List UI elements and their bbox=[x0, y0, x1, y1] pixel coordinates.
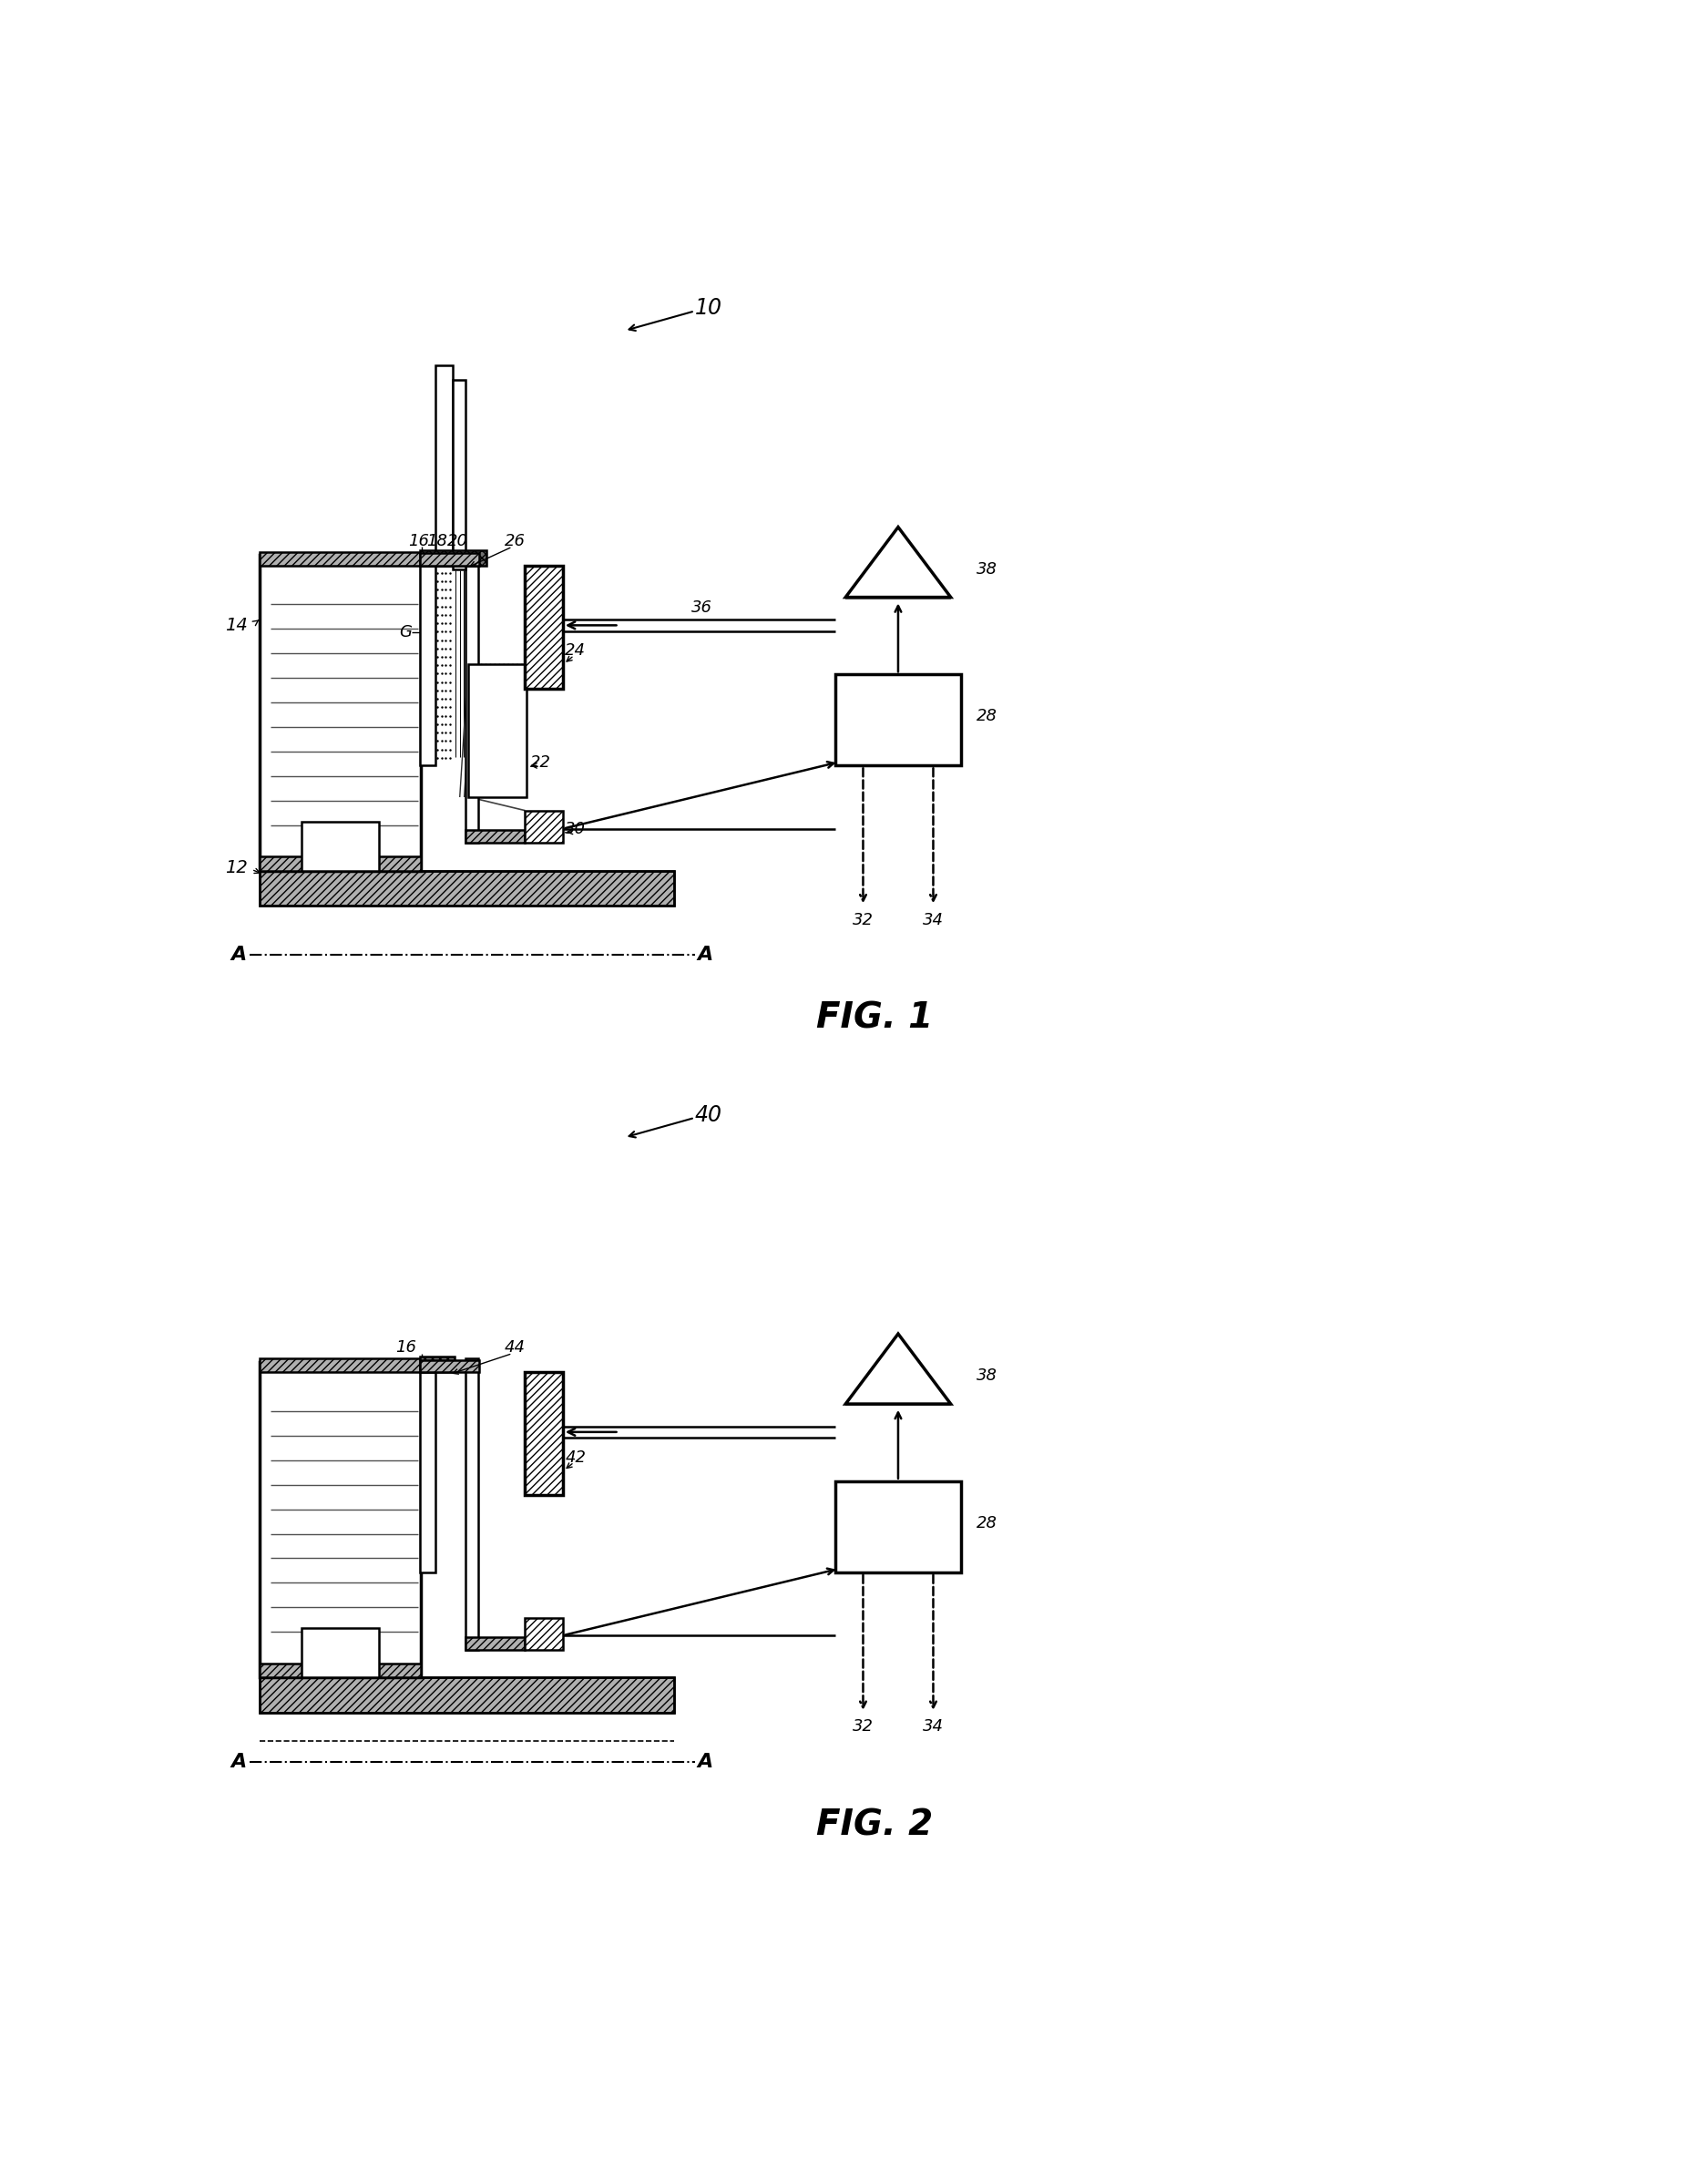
Bar bbox=[465, 1359, 478, 1650]
Bar bbox=[260, 1663, 422, 1678]
Text: 32: 32 bbox=[852, 1719, 873, 1735]
Bar bbox=[524, 1372, 564, 1496]
Text: 28: 28 bbox=[977, 708, 997, 725]
Text: 34: 34 bbox=[922, 912, 945, 929]
Bar bbox=[465, 551, 478, 842]
Text: 38: 38 bbox=[977, 1368, 997, 1385]
Bar bbox=[260, 556, 422, 871]
Text: 20: 20 bbox=[447, 532, 468, 549]
Bar bbox=[420, 1372, 436, 1572]
Bar bbox=[260, 858, 422, 871]
Bar bbox=[453, 380, 465, 569]
Bar bbox=[524, 1617, 564, 1650]
Text: A: A bbox=[231, 1752, 246, 1772]
Text: 26: 26 bbox=[504, 532, 526, 549]
Bar bbox=[260, 1678, 673, 1713]
Text: G: G bbox=[400, 623, 412, 640]
Text: 38: 38 bbox=[977, 560, 997, 577]
Text: A: A bbox=[697, 1752, 714, 1772]
Bar bbox=[420, 549, 487, 567]
Text: 24: 24 bbox=[565, 643, 586, 658]
Text: A: A bbox=[231, 947, 246, 964]
Bar bbox=[420, 567, 436, 766]
Bar bbox=[420, 1357, 454, 1372]
Bar bbox=[420, 1359, 480, 1372]
Text: FIG. 1: FIG. 1 bbox=[816, 1001, 933, 1036]
Polygon shape bbox=[845, 1333, 951, 1405]
Text: 14: 14 bbox=[225, 617, 248, 634]
Bar bbox=[436, 365, 453, 567]
Bar bbox=[465, 829, 524, 842]
Bar bbox=[302, 1628, 379, 1678]
Text: A: A bbox=[697, 947, 714, 964]
Text: 12: 12 bbox=[225, 860, 248, 875]
Bar bbox=[835, 1481, 962, 1572]
Text: 42: 42 bbox=[565, 1448, 586, 1465]
Text: 44: 44 bbox=[504, 1340, 526, 1357]
Text: 10: 10 bbox=[695, 297, 722, 319]
Text: 18: 18 bbox=[425, 532, 447, 549]
Bar bbox=[260, 1359, 422, 1372]
Text: 36: 36 bbox=[692, 599, 712, 617]
Bar bbox=[524, 567, 564, 688]
Bar bbox=[302, 821, 379, 871]
Text: 32: 32 bbox=[852, 912, 873, 929]
Bar bbox=[260, 1361, 422, 1678]
Polygon shape bbox=[845, 528, 951, 597]
Bar bbox=[260, 871, 673, 905]
Text: 28: 28 bbox=[977, 1515, 997, 1531]
Text: 40: 40 bbox=[695, 1105, 722, 1127]
Bar bbox=[465, 1637, 524, 1650]
Text: 16: 16 bbox=[395, 1340, 417, 1357]
Text: 22: 22 bbox=[529, 753, 552, 771]
Bar bbox=[468, 664, 526, 797]
Bar bbox=[835, 675, 962, 766]
Text: FIG. 2: FIG. 2 bbox=[816, 1808, 933, 1843]
Text: 16: 16 bbox=[408, 532, 429, 549]
Text: 30: 30 bbox=[565, 821, 586, 838]
Text: 34: 34 bbox=[922, 1719, 945, 1735]
Bar bbox=[260, 1678, 673, 1713]
Bar bbox=[420, 554, 480, 567]
Bar bbox=[524, 812, 564, 842]
Bar bbox=[260, 551, 422, 567]
Bar bbox=[260, 871, 673, 905]
